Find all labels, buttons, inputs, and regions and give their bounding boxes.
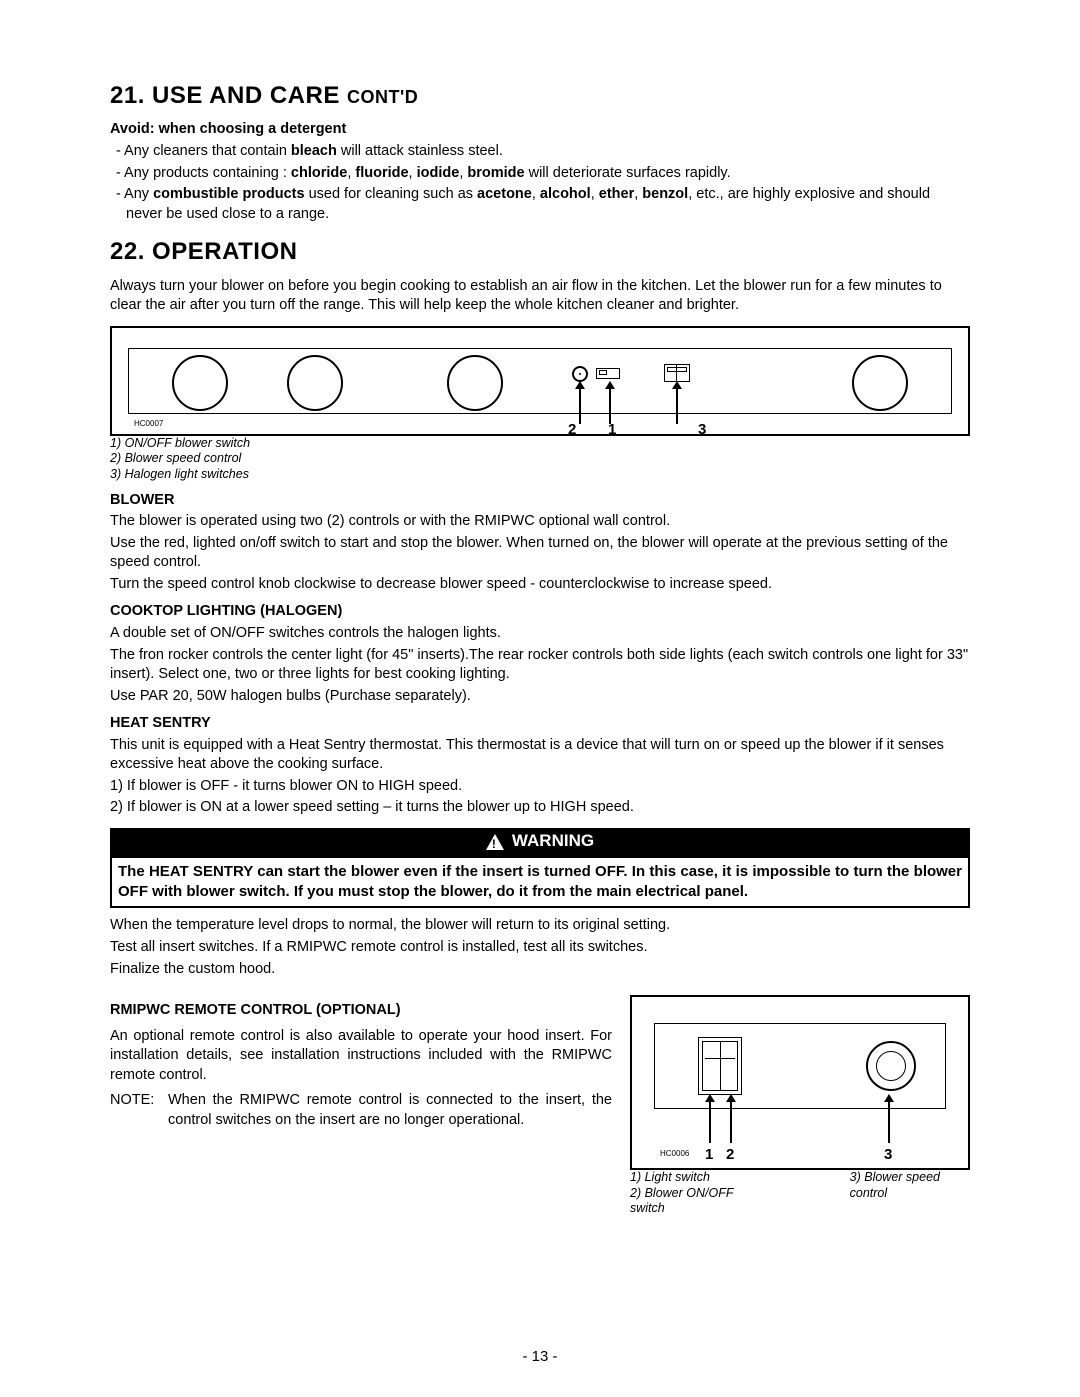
post-warning-p3: Finalize the custom hood.: [110, 960, 970, 980]
knob-right: [852, 355, 908, 411]
text: - Any cleaners that contain: [116, 143, 291, 159]
diagram2-label-1: 1: [705, 1145, 713, 1165]
bold: ether: [599, 186, 634, 202]
diagram2-label-2: 2: [726, 1145, 734, 1165]
blower-p2: Use the red, lighted on/off switch to st…: [110, 534, 970, 573]
diagram2-label-3: 3: [884, 1145, 892, 1165]
title-num: 21.: [110, 82, 145, 109]
heat-p3: 2) If blower is ON at a lower speed sett…: [110, 798, 970, 818]
section-21-title: 21. USE AND CARE CONT'D: [110, 80, 970, 112]
remote-diagram: 1 2 3 HC0006: [630, 995, 970, 1170]
diagram2-cap2: 2) Blower ON/OFF switch: [630, 1186, 760, 1217]
arrow-r1: [709, 1101, 711, 1143]
onoff-switch-icon: [596, 368, 620, 379]
bold: iodide: [417, 165, 460, 181]
text: will deteriorate surfaces rapidly.: [525, 165, 731, 181]
blower-p1: The blower is operated using two (2) con…: [110, 512, 970, 532]
page-number: - 13 -: [0, 1347, 1080, 1367]
lighting-heading: COOKTOP LIGHTING (HALOGEN): [110, 602, 970, 622]
operation-intro: Always turn your blower on before you be…: [110, 277, 970, 316]
remote-note: NOTE: When the RMIPWC remote control is …: [110, 1091, 612, 1130]
note-label: NOTE:: [110, 1091, 168, 1130]
warning-icon: [486, 834, 504, 850]
diagram2-captions: 1) Light switch 2) Blower ON/OFF switch …: [630, 1170, 970, 1217]
lighting-p2: The fron rocker controls the center ligh…: [110, 646, 970, 685]
heat-sentry-heading: HEAT SENTRY: [110, 714, 970, 734]
post-warning-p1: When the temperature level drops to norm…: [110, 916, 970, 936]
lighting-p3: Use PAR 20, 50W halogen bulbs (Purchase …: [110, 687, 970, 707]
bold: alcohol: [540, 186, 591, 202]
diagram1-label-1: 1: [608, 420, 616, 440]
remote-p1: An optional remote control is also avail…: [110, 1027, 612, 1086]
blower-heading: BLOWER: [110, 491, 970, 511]
text: ,: [409, 165, 417, 181]
warning-label: WARNING: [512, 830, 594, 853]
arrow-r3: [888, 1101, 890, 1143]
bold: bleach: [291, 143, 337, 159]
remote-diagram-col: 1 2 3 HC0006 1) Light switch 2) Blower O…: [630, 995, 970, 1217]
knob-left-1: [172, 355, 228, 411]
note-body: When the RMIPWC remote control is connec…: [168, 1091, 612, 1130]
warning-bar: WARNING: [110, 828, 970, 856]
rocker-switches: [698, 1037, 742, 1095]
diagram1-label-2: 2: [568, 420, 576, 440]
text: ,: [532, 186, 540, 202]
diagram2-cap3: 3) Blower speed control: [850, 1170, 970, 1201]
control-panel-diagram: 2 1 3 HC0007: [110, 326, 970, 436]
panel-inner: [128, 348, 952, 414]
bold: bromide: [467, 165, 524, 181]
bold: chloride: [291, 165, 347, 181]
bullet-2: - Any products containing : chloride, fl…: [116, 164, 970, 184]
title-main: USE AND CARE: [152, 82, 340, 109]
post-warning-p2: Test all insert switches. If a RMIPWC re…: [110, 938, 970, 958]
avoid-heading: Avoid: when choosing a detergent: [110, 120, 970, 140]
knob-center: [447, 355, 503, 411]
text: - Any: [116, 186, 153, 202]
bullet-1: - Any cleaners that contain bleach will …: [116, 142, 970, 162]
speed-indicator-icon: [572, 366, 588, 382]
knob-left-2: [287, 355, 343, 411]
bold: benzol: [642, 186, 688, 202]
blower-p3: Turn the speed control knob clockwise to…: [110, 575, 970, 595]
diagram1-code: HC0007: [134, 419, 163, 430]
remote-knob: [866, 1041, 916, 1091]
diagram1-caption-1: 1) ON/OFF blower switch: [110, 436, 970, 452]
diagram1-caption-2: 2) Blower speed control: [110, 451, 970, 467]
remote-heading: RMIPWC REMOTE CONTROL (OPTIONAL): [110, 1001, 612, 1021]
text: will attack stainless steel.: [337, 143, 503, 159]
text: used for cleaning such as: [305, 186, 478, 202]
title-sub: CONT'D: [347, 87, 418, 107]
text: - Any products containing :: [116, 165, 291, 181]
diagram2-cap1: 1) Light switch: [630, 1170, 760, 1186]
bullet-3: - Any combustible products used for clea…: [116, 185, 970, 224]
bold: combustible products: [153, 186, 304, 202]
title-main: OPERATION: [152, 238, 297, 265]
bold: fluoride: [355, 165, 408, 181]
lighting-p1: A double set of ON/OFF switches controls…: [110, 624, 970, 644]
arrow-3: [676, 388, 678, 424]
diagram1-label-3: 3: [698, 420, 706, 440]
arrow-1: [609, 388, 611, 424]
heat-p2: 1) If blower is OFF - it turns blower ON…: [110, 777, 970, 797]
arrow-2: [579, 388, 581, 424]
section-22-title: 22. OPERATION: [110, 236, 970, 268]
title-num: 22.: [110, 238, 145, 265]
warning-box: The HEAT SENTRY can start the blower eve…: [110, 856, 970, 909]
diagram2-code: HC0006: [660, 1149, 689, 1160]
remote-text-col: RMIPWC REMOTE CONTROL (OPTIONAL) An opti…: [110, 995, 612, 1130]
light-switches-icon: [664, 364, 690, 382]
diagram1-caption-3: 3) Halogen light switches: [110, 467, 970, 483]
bold: acetone: [477, 186, 532, 202]
arrow-r2: [730, 1101, 732, 1143]
heat-p1: This unit is equipped with a Heat Sentry…: [110, 736, 970, 775]
text: ,: [591, 186, 599, 202]
